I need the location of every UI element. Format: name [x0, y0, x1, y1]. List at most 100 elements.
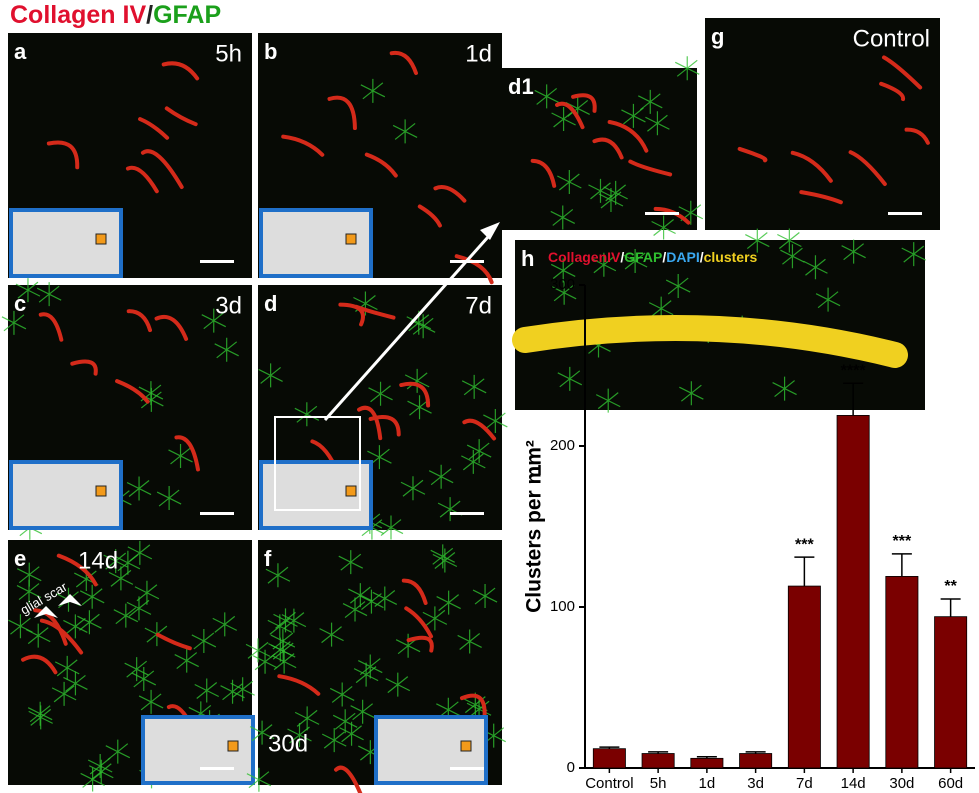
- time-label: Control: [853, 25, 930, 52]
- significance: ****: [841, 362, 867, 379]
- astrocyte: [258, 363, 283, 388]
- astrocyte: [472, 584, 498, 609]
- astrocyte: [1, 310, 27, 335]
- x-tick-label: 7d: [796, 775, 813, 792]
- astrocyte: [271, 649, 297, 674]
- vessel: [401, 578, 428, 605]
- vessel: [571, 93, 597, 113]
- vessel: [417, 204, 442, 228]
- astrocyte: [422, 606, 448, 631]
- x-tick-label: 1d: [699, 775, 716, 792]
- astrocyte: [134, 580, 160, 605]
- astrocyte: [780, 244, 805, 269]
- astrocyte: [51, 681, 77, 706]
- vessel: [904, 127, 930, 145]
- y-tick-label: 100: [550, 598, 575, 615]
- y-axis-label: Clusters per mm²: [523, 440, 546, 613]
- zoom-box: [274, 416, 361, 511]
- vessel: [125, 165, 159, 194]
- astrocyte: [212, 612, 238, 637]
- vessel: [70, 359, 98, 376]
- astrocyte: [457, 629, 482, 654]
- legend-part: /: [662, 249, 666, 265]
- astrocyte: [357, 654, 383, 679]
- vessel: [404, 606, 434, 639]
- astrocyte: [339, 721, 364, 746]
- astrocyte: [679, 381, 704, 406]
- astrocyte: [404, 368, 430, 393]
- vessel: [354, 304, 396, 320]
- astrocyte: [329, 682, 355, 707]
- vessel: [161, 61, 200, 81]
- vessel: [21, 654, 58, 675]
- astrocyte: [294, 706, 320, 731]
- legend-part: GFAP: [624, 249, 662, 265]
- panel-letter: g: [711, 24, 724, 49]
- x-tick-label: Control: [585, 775, 633, 792]
- vessel: [462, 418, 497, 441]
- scale-bar: [200, 512, 234, 515]
- astrocyte: [80, 767, 105, 792]
- zoom-arrow: [323, 236, 490, 421]
- vessel: [433, 185, 467, 203]
- astrocyte: [54, 655, 80, 680]
- inset-marker: [345, 233, 357, 245]
- astrocyte: [772, 376, 797, 401]
- panel-letter: i: [537, 459, 542, 479]
- astrocyte: [342, 597, 368, 622]
- y-tick-label: 200: [550, 437, 575, 454]
- panel-letter: c: [14, 291, 26, 316]
- panel-letter: a: [14, 39, 27, 64]
- astrocyte: [591, 252, 617, 277]
- vessel: [555, 101, 585, 130]
- time-label: 5h: [215, 40, 242, 67]
- inset-marker: [95, 485, 107, 497]
- bar: [739, 753, 773, 769]
- legend-part: clusters: [704, 249, 758, 265]
- astrocyte: [15, 278, 41, 303]
- panel-letter: f: [264, 546, 272, 571]
- astrocyte: [77, 610, 102, 635]
- vessel: [389, 50, 418, 76]
- astrocyte: [338, 550, 364, 575]
- panel-letter: h: [521, 246, 534, 271]
- astrocyte: [268, 637, 293, 662]
- vessel: [592, 137, 624, 160]
- panel-letter: d1: [508, 74, 534, 99]
- astrocyte: [348, 583, 373, 608]
- vessel: [454, 254, 494, 285]
- vessel: [33, 608, 68, 646]
- vessel: [607, 119, 649, 153]
- astrocyte: [113, 603, 139, 628]
- bar: [690, 757, 724, 769]
- vessel: [155, 632, 192, 651]
- vessel: [357, 405, 383, 441]
- significance: ***: [893, 533, 912, 550]
- astrocyte: [674, 56, 700, 81]
- x-tick-label: 5h: [650, 775, 667, 792]
- astrocyte: [551, 106, 576, 131]
- title-part: /: [146, 1, 153, 29]
- astrocyte: [124, 657, 149, 682]
- legend-part: DAPI: [666, 249, 699, 265]
- inset-marker: [227, 740, 239, 752]
- astrocyte: [588, 178, 613, 203]
- astrocyte: [194, 678, 219, 703]
- inset-marker: [345, 485, 357, 497]
- inset-marker: [460, 740, 472, 752]
- arrowhead: [34, 594, 82, 618]
- panel-letter: b: [264, 39, 277, 64]
- astrocyte: [168, 443, 193, 468]
- vessel: [46, 140, 80, 170]
- legend-part: /: [700, 249, 704, 265]
- vessel: [628, 159, 673, 177]
- astrocyte: [273, 608, 298, 633]
- x-tick-label: 3d: [747, 775, 764, 792]
- astrocyte: [622, 249, 648, 274]
- astrocyte: [294, 402, 320, 427]
- micrograph: [502, 68, 697, 230]
- title-part: GFAP: [153, 1, 221, 29]
- astrocyte: [79, 584, 105, 609]
- figure-title: Collagen IV/GFAP: [10, 1, 221, 29]
